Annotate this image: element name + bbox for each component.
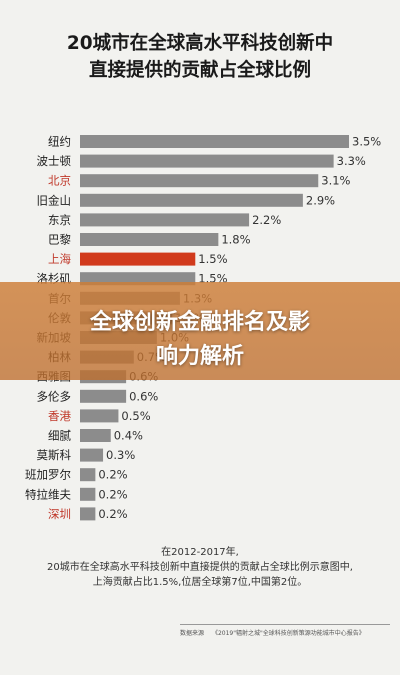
- bar: [80, 409, 119, 423]
- category-label: 巴黎: [48, 233, 71, 247]
- footer-divider: [180, 624, 390, 625]
- category-label: 莫斯科: [37, 448, 72, 462]
- bar: [80, 272, 196, 286]
- value-label: 1.5%: [198, 252, 227, 266]
- value-label: 2.2%: [252, 213, 281, 227]
- banner-headline: 全球创新金融排名及影 响力解析: [0, 306, 400, 374]
- bar: [80, 389, 127, 403]
- banner-line-2: 响力解析: [155, 344, 244, 369]
- value-label: 0.2%: [98, 468, 127, 482]
- bar: [80, 213, 250, 227]
- value-label: 0.5%: [121, 409, 150, 423]
- title-line-2: 直接提供的贡献占全球比例: [88, 60, 311, 81]
- category-label: 东京: [48, 213, 71, 227]
- chart-title: 20城市在全球高水平科技创新中 直接提供的贡献占全球比例: [0, 30, 400, 84]
- category-label: 多伦多: [37, 389, 72, 403]
- banner-line-1: 全球创新金融排名及影: [89, 310, 310, 335]
- bar: [80, 468, 96, 482]
- category-label: 特拉维夫: [25, 487, 71, 501]
- category-label: 旧金山: [37, 193, 72, 207]
- category-label: 班加罗尔: [25, 468, 71, 482]
- overlay-banner: [0, 282, 400, 380]
- chart-note: 在2012-2017年, 20城市在全球高水平科技创新中直接提供的贡献占全球比例…: [0, 545, 400, 590]
- value-label: 2.9%: [306, 193, 335, 207]
- source-label: 数据来源: [180, 630, 205, 637]
- value-label: 0.4%: [114, 429, 143, 443]
- bar: [80, 507, 96, 521]
- category-label: 细腻: [48, 429, 71, 443]
- category-label: 深圳: [48, 507, 71, 521]
- source-footer: 数据来源 《2019"辐射之城"全球科技创新策源功能城市中心报告》: [180, 628, 392, 637]
- value-label: 3.3%: [337, 154, 366, 168]
- note-line-2: 20城市在全球高水平科技创新中直接提供的贡献占全球比例示意图中,: [47, 562, 353, 573]
- value-label: 1.8%: [221, 233, 250, 247]
- value-label: 3.5%: [352, 135, 381, 149]
- bar: [80, 487, 96, 501]
- source-text: 《2019"辐射之城"全球科技创新策源功能城市中心报告》: [211, 630, 365, 637]
- bar-chart: 纽约 3.5% 波士顿 3.3% 北京 3.1% 旧金山 2.9% 东京 2.2% 巴黎 1.8% 上海…: [25, 135, 381, 521]
- category-label: 香港: [48, 409, 71, 423]
- bar: [80, 174, 319, 188]
- bar: [80, 154, 334, 168]
- value-label: 0.3%: [106, 448, 135, 462]
- value-label: 0.6%: [129, 389, 158, 403]
- bar: [80, 135, 349, 148]
- category-label: 波士顿: [37, 154, 72, 168]
- bar: [80, 252, 196, 266]
- bar: [80, 429, 111, 442]
- note-line-3: 上海贡献占比1.5%,位居全球第7位,中国第2位。: [92, 577, 308, 588]
- value-label: 0.2%: [98, 487, 127, 501]
- value-label: 3.1%: [321, 174, 350, 188]
- title-line-1: 20城市在全球高水平科技创新中: [66, 33, 334, 54]
- bar: [80, 193, 303, 207]
- category-label: 纽约: [48, 135, 71, 149]
- note-line-1: 在2012-2017年,: [161, 547, 239, 558]
- bar: [80, 233, 219, 246]
- category-label: 北京: [48, 174, 71, 188]
- bar: [80, 448, 104, 462]
- value-label: 0.2%: [98, 507, 127, 521]
- category-label: 上海: [48, 252, 71, 266]
